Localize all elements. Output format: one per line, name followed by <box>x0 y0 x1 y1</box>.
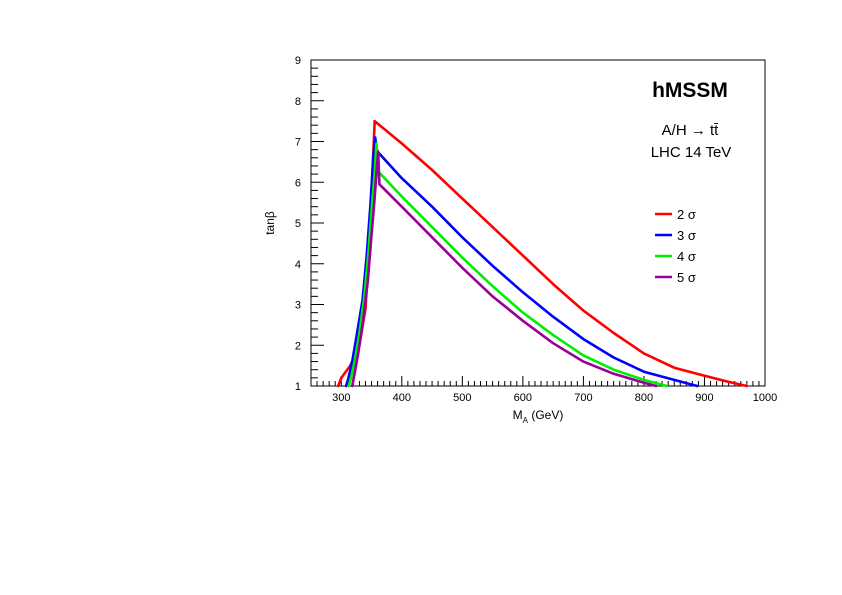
series-line-5-sigma <box>350 150 658 388</box>
x-axis: 300 400 500 600 700 800 900 1000 <box>310 376 777 404</box>
x-tick-label: 1000 <box>753 392 777 404</box>
series-line-3-sigma <box>344 136 699 388</box>
y-tick-label: 7 <box>295 137 301 149</box>
chart-title: hMSSM <box>652 79 728 102</box>
collider-annotation: LHC 14 TeV <box>651 144 732 161</box>
x-axis-title-subscript: A <box>523 416 529 425</box>
x-tick-label: 800 <box>635 392 653 404</box>
legend-label: 2 σ <box>677 207 696 222</box>
x-tick-label: 600 <box>514 392 532 404</box>
series-line-4-sigma <box>347 142 669 388</box>
process-annotation: A/H → tt̄ <box>662 122 720 139</box>
y-axis-title: tanβ <box>263 211 277 235</box>
y-tick-label: 2 <box>295 340 301 352</box>
x-axis-title-main: M <box>513 408 523 422</box>
y-axis: 1 2 3 4 5 6 7 8 9 <box>295 55 324 393</box>
plot-frame <box>310 59 766 387</box>
x-tick-label: 500 <box>453 392 471 404</box>
x-tick-label: 900 <box>695 392 713 404</box>
x-axis-title-unit: (GeV) <box>528 408 563 422</box>
y-tick-label: 4 <box>295 259 301 271</box>
y-tick-label: 9 <box>295 55 301 67</box>
x-tick-label: 700 <box>574 392 592 404</box>
y-tick-label: 3 <box>295 300 301 312</box>
legend-label: 4 σ <box>677 249 696 264</box>
curves <box>336 119 749 388</box>
y-tick-label: 8 <box>295 96 301 108</box>
plot-area <box>310 59 766 387</box>
legend: 2 σ 3 σ 4 σ 5 σ <box>655 207 696 285</box>
y-tick-label: 5 <box>295 218 301 230</box>
x-axis-title: MA (GeV) <box>513 408 564 425</box>
legend-label: 5 σ <box>677 270 696 285</box>
y-tick-label: 6 <box>295 177 301 189</box>
x-tick-label: 300 <box>332 392 350 404</box>
y-tick-label: 1 <box>295 381 301 393</box>
legend-label: 3 σ <box>677 228 696 243</box>
x-tick-label: 400 <box>393 392 411 404</box>
